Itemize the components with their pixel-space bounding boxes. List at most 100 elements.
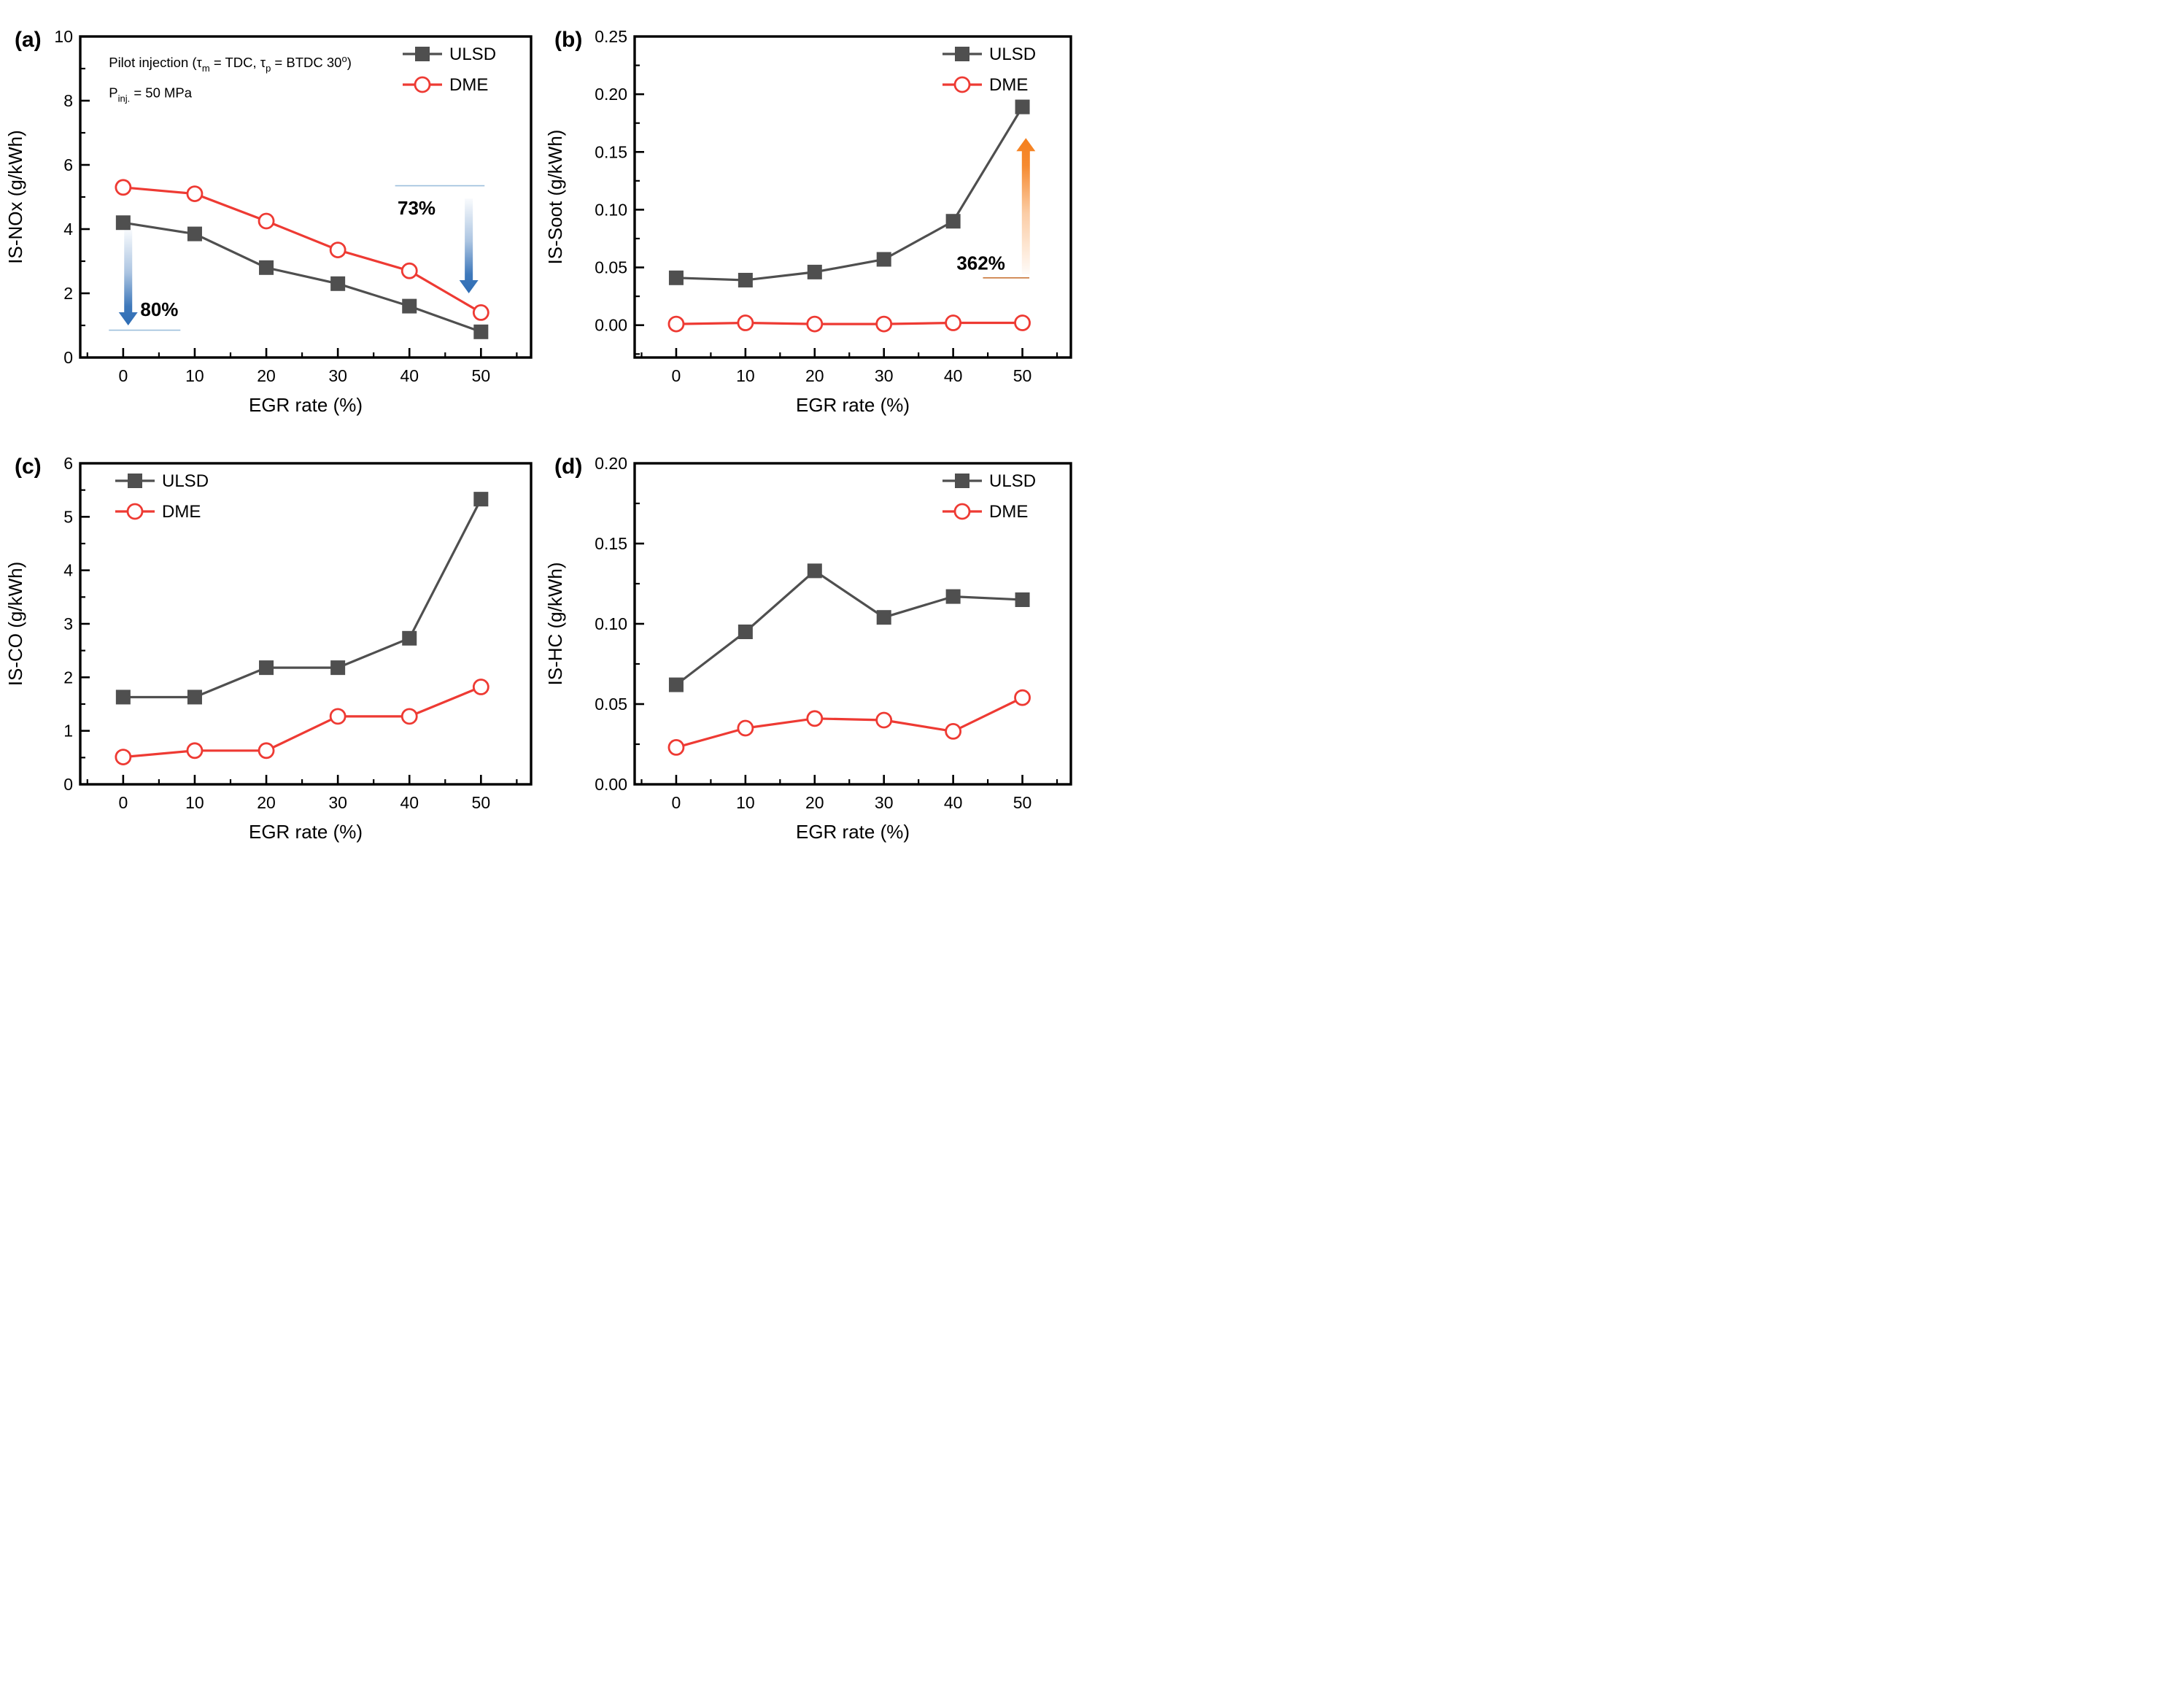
data-point-circle bbox=[945, 314, 962, 331]
data-point-circle bbox=[737, 314, 754, 331]
data-point-circle bbox=[472, 304, 489, 321]
data-point-circle bbox=[806, 710, 824, 727]
x-axis-label: EGR rate (%) bbox=[796, 394, 910, 416]
y-tick-label: 0.05 bbox=[595, 258, 627, 277]
y-tick-label: 0.10 bbox=[595, 200, 627, 219]
y-axis-label: IS-HC (g/kWh) bbox=[544, 563, 566, 686]
data-point-square bbox=[330, 660, 346, 676]
data-point-circle bbox=[1014, 689, 1031, 706]
data-point-circle bbox=[115, 179, 132, 196]
chart-b: 0 10 20 30 40 50 0.00 0.05 0.10 0.15 0.20 0.25 EGR r… bbox=[544, 27, 1072, 416]
legend-label: DME bbox=[449, 75, 488, 95]
data-point-circle bbox=[1014, 314, 1031, 331]
data-point-square bbox=[738, 272, 753, 287]
x-tick-label: 30 bbox=[328, 366, 347, 385]
y-tick-label: 0.05 bbox=[595, 695, 627, 714]
x-tick-label: 30 bbox=[875, 366, 894, 385]
y-tick-label: 0 bbox=[63, 775, 73, 794]
legend-label: DME bbox=[162, 502, 201, 522]
series-dme bbox=[115, 679, 489, 766]
y-tick-label: 1 bbox=[63, 722, 73, 741]
panel-d: 0 10 20 30 40 50 0.00 0.05 0.10 0.15 0.20 EGR rate … bbox=[540, 427, 1080, 854]
data-point-circle bbox=[400, 262, 418, 279]
data-point-square bbox=[187, 226, 202, 241]
y-tick-label: 5 bbox=[63, 507, 73, 526]
legend: ULSD DME bbox=[115, 471, 209, 522]
x-tick-label: 0 bbox=[118, 366, 128, 385]
y-axis-label: IS-CO (g/kWh) bbox=[4, 562, 26, 686]
data-point-square bbox=[1015, 99, 1030, 115]
chart-d: 0 10 20 30 40 50 0.00 0.05 0.10 0.15 0.20 EGR rate … bbox=[544, 454, 1072, 843]
plot-frame bbox=[633, 35, 1072, 359]
panel-letter: (a) bbox=[15, 28, 42, 52]
y-tick-label: 0.20 bbox=[595, 85, 627, 104]
y-tick-label: 0.00 bbox=[595, 316, 627, 335]
axes: 0 10 20 30 40 50 0.00 0.05 0.10 0.15 0.20 0.25 EGR r… bbox=[544, 27, 1072, 416]
series-line bbox=[123, 686, 481, 759]
data-point-circle bbox=[667, 315, 685, 333]
series-ulsd bbox=[668, 99, 1030, 287]
chart-c: 0 10 20 30 40 50 0 1 2 3 4 5 6 EGR rate (%) IS-CO (g/k… bbox=[4, 454, 533, 843]
x-tick-label: 20 bbox=[805, 366, 824, 385]
series-dme bbox=[115, 179, 489, 321]
data-point-square bbox=[187, 689, 202, 705]
legend-marker-circle bbox=[414, 76, 431, 93]
y-tick-label: 0.10 bbox=[595, 614, 627, 633]
annotations: 80% 73% bbox=[109, 185, 485, 331]
data-point-square bbox=[738, 625, 753, 639]
data-point-square bbox=[402, 298, 417, 314]
data-point-circle bbox=[875, 711, 893, 729]
series-dme bbox=[667, 689, 1031, 756]
data-point-square bbox=[807, 264, 822, 279]
data-point-square bbox=[473, 492, 489, 507]
note-line: Pinj. = 50 MPa bbox=[109, 85, 193, 104]
y-tick-label: 10 bbox=[54, 27, 73, 46]
x-tick-label: 0 bbox=[118, 793, 128, 812]
y-tick-label: 2 bbox=[63, 668, 73, 687]
data-point-square bbox=[402, 630, 417, 646]
data-point-square bbox=[945, 589, 961, 604]
data-point-circle bbox=[806, 315, 824, 333]
x-tick-label: 30 bbox=[328, 793, 347, 812]
panel-c: 0 10 20 30 40 50 0 1 2 3 4 5 6 EGR rate (%) IS-CO (g/k… bbox=[0, 427, 540, 854]
legend-marker-circle bbox=[953, 503, 971, 520]
axes: 0 10 20 30 40 50 0.00 0.05 0.10 0.15 0.20 EGR rate … bbox=[544, 454, 1072, 843]
x-tick-label: 40 bbox=[944, 366, 963, 385]
data-point-circle bbox=[400, 708, 418, 725]
data-point-circle bbox=[667, 738, 685, 756]
panel-a: 0 10 20 30 40 50 0 2 4 6 8 10 EGR rate (%) IS-NOx (g/… bbox=[0, 0, 540, 427]
x-tick-label: 50 bbox=[1013, 366, 1032, 385]
legend-marker-square bbox=[128, 474, 142, 488]
y-tick-label: 0.15 bbox=[595, 534, 627, 553]
x-tick-label: 10 bbox=[736, 366, 755, 385]
data-point-circle bbox=[329, 708, 347, 725]
x-tick-label: 50 bbox=[472, 366, 491, 385]
legend: ULSD DME bbox=[942, 45, 1036, 95]
axes: 0 10 20 30 40 50 0 1 2 3 4 5 6 EGR rate (%) IS-CO (g/k… bbox=[4, 454, 533, 843]
x-tick-label: 40 bbox=[400, 366, 419, 385]
annotation-text: 73% bbox=[398, 197, 436, 219]
annotation-text: 362% bbox=[956, 252, 1005, 274]
x-tick-label: 40 bbox=[400, 793, 419, 812]
series-ulsd bbox=[115, 492, 489, 705]
data-point-circle bbox=[258, 212, 275, 230]
y-tick-label: 4 bbox=[63, 220, 73, 239]
data-point-square bbox=[945, 214, 961, 229]
data-point-circle bbox=[737, 719, 754, 737]
x-axis-label: EGR rate (%) bbox=[249, 394, 363, 416]
series-ulsd bbox=[668, 563, 1030, 692]
note-line: Pilot injection (τm = TDC, τp = BTDC 30o… bbox=[109, 53, 352, 74]
x-tick-label: 0 bbox=[672, 793, 681, 812]
data-point-square bbox=[259, 660, 274, 676]
x-tick-label: 20 bbox=[257, 366, 276, 385]
panel-letter: (b) bbox=[554, 28, 582, 52]
x-tick-label: 0 bbox=[672, 366, 681, 385]
series-line bbox=[123, 221, 481, 333]
data-point-circle bbox=[186, 742, 204, 760]
y-tick-label: 0 bbox=[63, 348, 73, 367]
data-point-circle bbox=[186, 185, 204, 203]
legend-label: DME bbox=[989, 75, 1028, 95]
series-dme bbox=[667, 314, 1031, 333]
annotations: 362% bbox=[956, 138, 1036, 279]
panel-b: 0 10 20 30 40 50 0.00 0.05 0.10 0.15 0.20 0.25 EGR r… bbox=[540, 0, 1080, 427]
